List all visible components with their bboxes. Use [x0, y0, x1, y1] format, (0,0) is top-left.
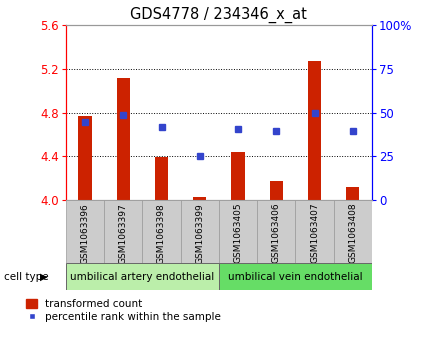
Text: cell type: cell type — [4, 272, 49, 282]
Text: ▶: ▶ — [40, 272, 47, 282]
Bar — [219, 263, 372, 290]
Text: umbilical vein endothelial: umbilical vein endothelial — [228, 272, 363, 282]
Bar — [219, 200, 257, 263]
Text: GSM1063399: GSM1063399 — [195, 203, 204, 264]
Bar — [142, 200, 181, 263]
Text: GSM1063408: GSM1063408 — [348, 203, 357, 264]
Bar — [155, 157, 168, 200]
Title: GDS4778 / 234346_x_at: GDS4778 / 234346_x_at — [130, 7, 307, 23]
Text: GSM1063405: GSM1063405 — [233, 203, 243, 264]
Bar — [346, 187, 360, 200]
Text: GSM1063397: GSM1063397 — [119, 203, 128, 264]
Bar — [116, 78, 130, 200]
Bar — [334, 200, 372, 263]
Bar — [66, 200, 104, 263]
Bar — [308, 61, 321, 200]
Text: GSM1063406: GSM1063406 — [272, 203, 281, 264]
Bar — [78, 116, 92, 200]
Bar — [104, 200, 142, 263]
Bar — [181, 200, 219, 263]
Legend: transformed count, percentile rank within the sample: transformed count, percentile rank withi… — [26, 299, 221, 322]
Bar — [269, 181, 283, 200]
Text: umbilical artery endothelial: umbilical artery endothelial — [70, 272, 215, 282]
Text: GSM1063396: GSM1063396 — [80, 203, 90, 264]
Bar — [231, 152, 245, 200]
Text: GSM1063398: GSM1063398 — [157, 203, 166, 264]
Bar — [193, 197, 207, 200]
Bar — [66, 263, 219, 290]
Bar — [257, 200, 295, 263]
Bar — [295, 200, 334, 263]
Text: GSM1063407: GSM1063407 — [310, 203, 319, 264]
